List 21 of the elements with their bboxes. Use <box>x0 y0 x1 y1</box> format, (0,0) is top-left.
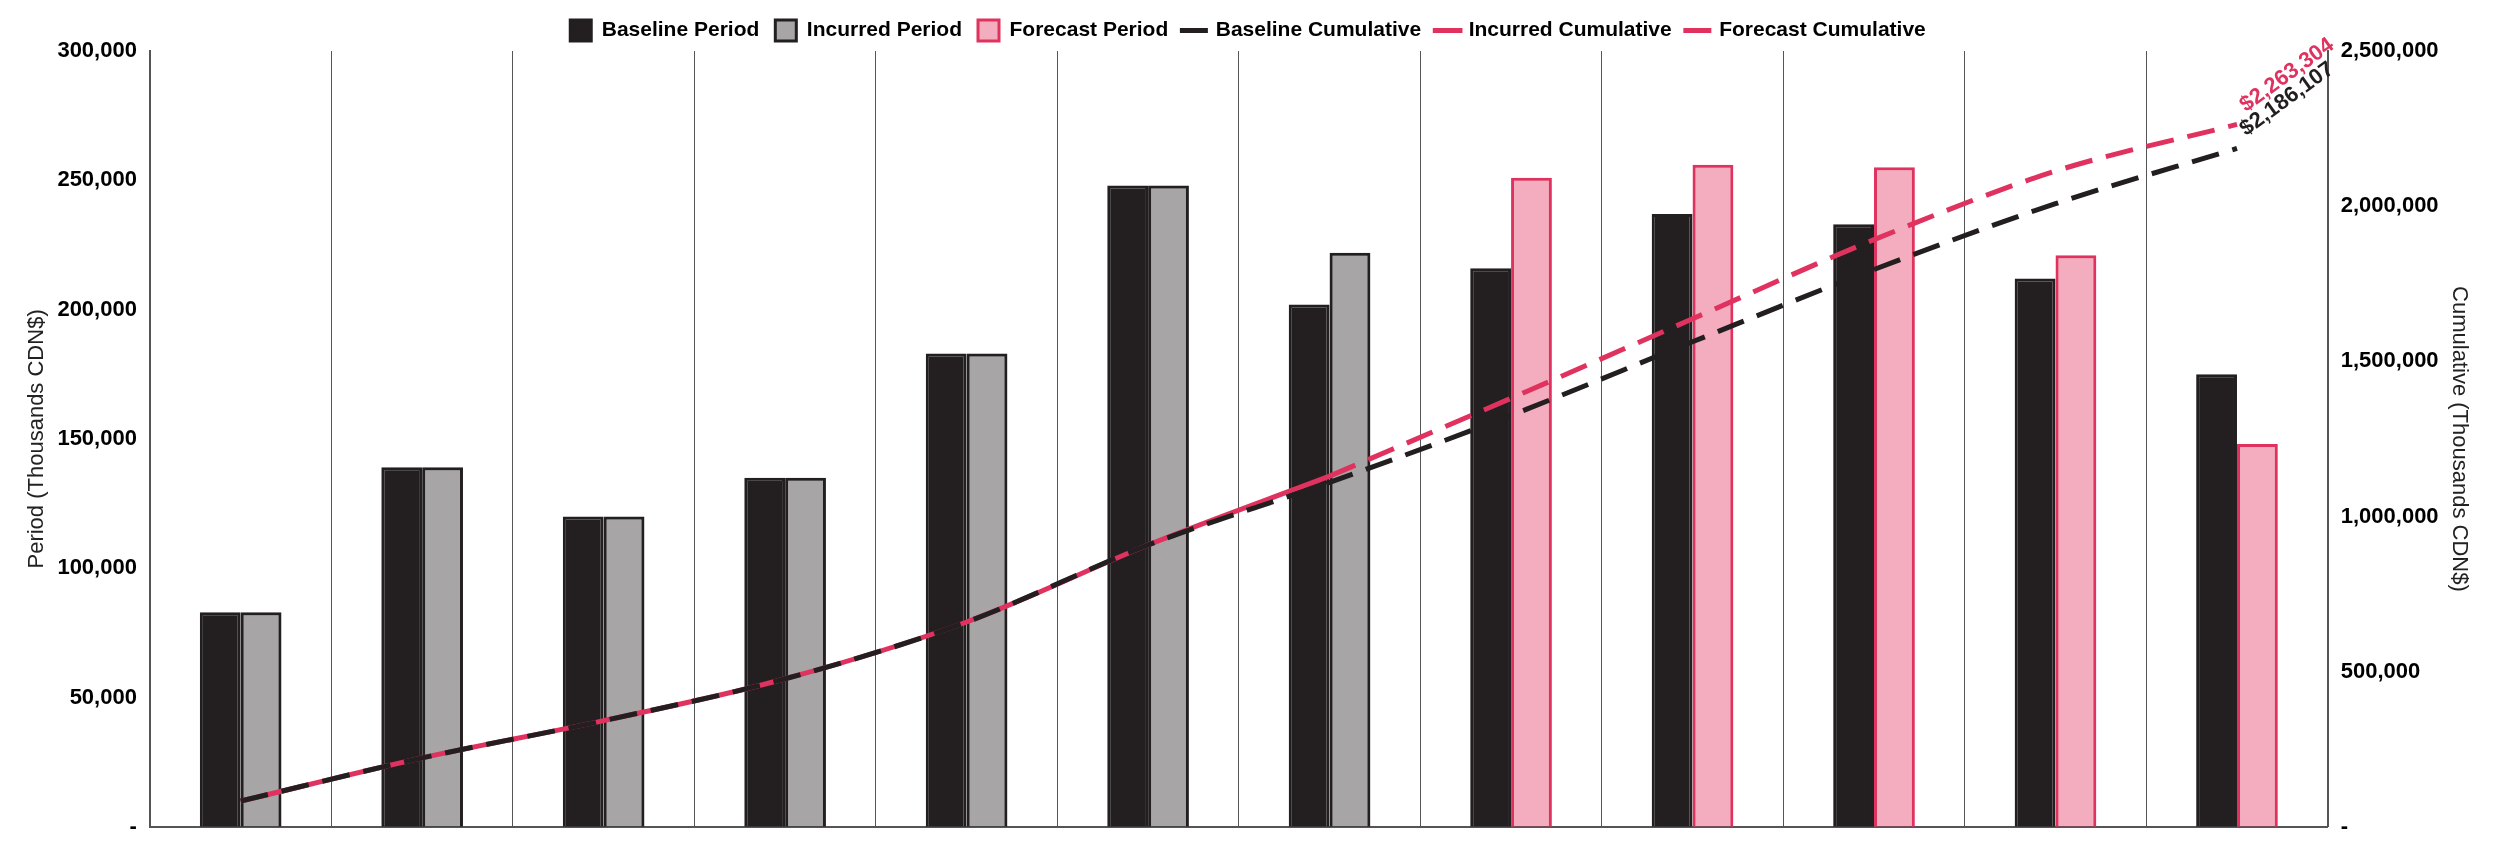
legend-label: Incurred Period <box>806 17 963 41</box>
y2-tick-label: 500,000 <box>2340 657 2421 683</box>
y2-tick-label: 2,000,000 <box>2340 192 2439 218</box>
y-tick-label: 50,000 <box>69 683 137 709</box>
legend-label: Incurred Cumulative <box>1468 17 1672 41</box>
y2-tick-label: 2,500,000 <box>2340 37 2439 63</box>
y-tick-label: - <box>129 812 137 838</box>
y-tick-label: 250,000 <box>57 166 137 192</box>
y2-tick-label: 1,000,000 <box>2340 502 2439 528</box>
y-tick-label: 100,000 <box>57 554 137 580</box>
y-tick-label: 200,000 <box>57 295 137 321</box>
legend-label: Baseline Period <box>601 17 760 41</box>
y2-tick-label: 1,500,000 <box>2340 347 2439 373</box>
y2-tick-label: - <box>2340 812 2349 838</box>
legend-label: Forecast Cumulative <box>1719 17 1926 41</box>
y-tick-label: 150,000 <box>57 424 137 450</box>
legend-label: Forecast Period <box>1009 17 1169 41</box>
legend-label: Baseline Cumulative <box>1215 17 1422 41</box>
y2-axis-title: Cumulative (Thousands CDN$) <box>2447 286 2473 592</box>
y-axis-title: Period (Thousands CDN$) <box>23 309 49 569</box>
y-tick-label: 300,000 <box>57 37 137 63</box>
